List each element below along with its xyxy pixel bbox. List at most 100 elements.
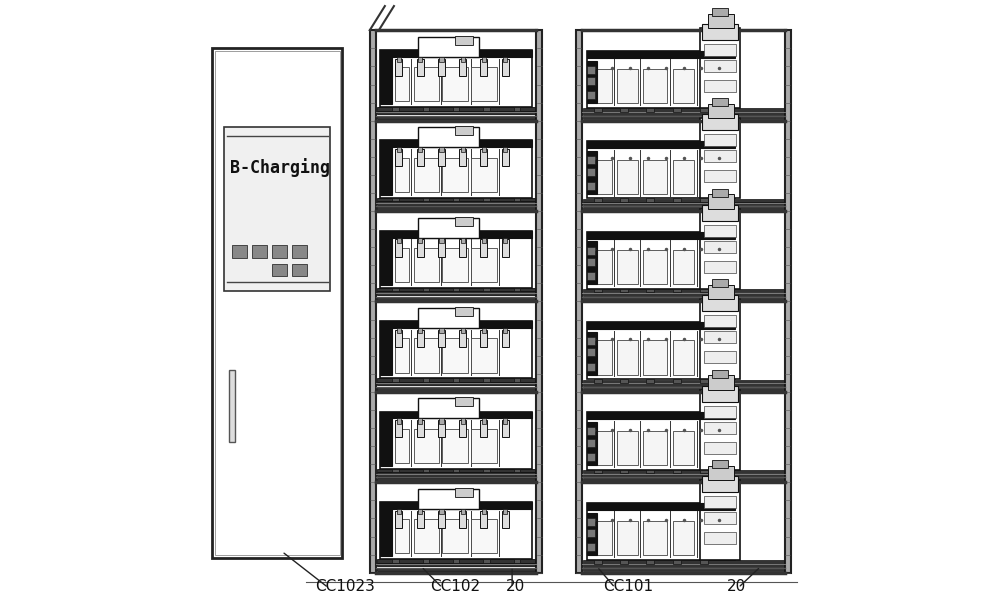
Bar <box>453 469 459 472</box>
Bar <box>418 418 422 424</box>
Bar <box>252 245 267 258</box>
Bar <box>377 387 535 391</box>
Bar <box>712 189 728 197</box>
Bar <box>483 107 490 111</box>
Bar <box>455 216 473 225</box>
Bar <box>480 239 487 256</box>
Bar <box>700 289 708 292</box>
Bar <box>643 341 667 375</box>
Bar <box>442 519 468 553</box>
Bar <box>673 470 681 473</box>
Bar <box>514 107 520 111</box>
Bar <box>587 362 595 371</box>
Bar <box>417 239 424 256</box>
Bar <box>583 388 784 391</box>
Bar <box>414 248 439 282</box>
Bar <box>617 159 638 194</box>
Bar <box>620 470 628 473</box>
Text: CC101: CC101 <box>603 579 653 594</box>
Bar <box>417 420 424 438</box>
Bar <box>587 151 597 194</box>
Bar <box>471 248 497 282</box>
Text: 20: 20 <box>506 579 525 594</box>
Bar <box>785 30 791 573</box>
Bar <box>377 472 535 476</box>
Bar <box>483 378 490 382</box>
Bar <box>643 250 667 284</box>
Bar <box>414 158 439 192</box>
Bar <box>380 238 392 285</box>
Bar <box>423 378 429 382</box>
Bar <box>482 328 486 333</box>
Bar <box>459 59 466 76</box>
Bar <box>380 328 392 376</box>
Bar <box>377 107 535 111</box>
Bar <box>392 469 399 472</box>
Bar <box>459 330 466 347</box>
Bar <box>587 348 595 356</box>
Bar <box>712 370 728 378</box>
Bar <box>377 568 535 571</box>
Bar <box>583 568 784 571</box>
Bar <box>587 65 595 74</box>
Bar <box>503 509 507 514</box>
Bar <box>673 379 681 383</box>
Bar <box>587 439 595 447</box>
Bar <box>418 37 479 57</box>
Bar <box>704 60 736 72</box>
Bar <box>395 59 402 76</box>
Bar <box>455 126 473 135</box>
Bar <box>438 510 445 528</box>
Bar <box>439 509 444 514</box>
Bar <box>704 150 736 162</box>
Bar <box>587 241 597 284</box>
Bar <box>583 207 784 210</box>
Bar <box>229 370 235 442</box>
Bar <box>418 127 479 147</box>
Bar <box>646 289 654 292</box>
Bar <box>704 532 736 544</box>
Bar <box>380 147 392 195</box>
Bar <box>292 245 307 258</box>
Bar <box>377 207 535 210</box>
Bar <box>380 502 532 559</box>
Bar <box>704 496 736 508</box>
Bar <box>583 112 784 115</box>
Bar <box>620 289 628 292</box>
Bar <box>380 231 532 238</box>
Bar <box>395 428 409 463</box>
Bar <box>438 149 445 166</box>
Bar <box>377 378 535 382</box>
Bar <box>423 288 429 291</box>
Bar <box>482 57 486 62</box>
Bar <box>370 30 376 573</box>
Bar <box>438 420 445 438</box>
Bar <box>643 69 667 104</box>
Bar <box>583 561 784 564</box>
Bar <box>583 297 784 300</box>
Bar <box>502 420 509 438</box>
Bar <box>442 67 468 101</box>
Bar <box>503 147 507 152</box>
Bar <box>700 198 708 202</box>
Bar <box>673 69 694 104</box>
Bar <box>704 512 736 524</box>
Bar <box>587 422 597 465</box>
Bar <box>704 80 736 92</box>
Bar <box>417 330 424 347</box>
Bar <box>377 562 535 566</box>
Bar <box>673 108 681 112</box>
Bar <box>620 560 628 564</box>
Bar <box>590 69 612 104</box>
Text: CC102: CC102 <box>430 579 480 594</box>
Bar <box>502 239 509 256</box>
Bar <box>215 51 340 555</box>
Bar <box>514 559 520 562</box>
Bar <box>380 411 532 418</box>
Bar <box>583 116 784 119</box>
Bar <box>702 385 738 402</box>
Bar <box>583 202 784 205</box>
Bar <box>587 141 735 198</box>
Bar <box>418 238 422 243</box>
Bar <box>453 378 459 382</box>
